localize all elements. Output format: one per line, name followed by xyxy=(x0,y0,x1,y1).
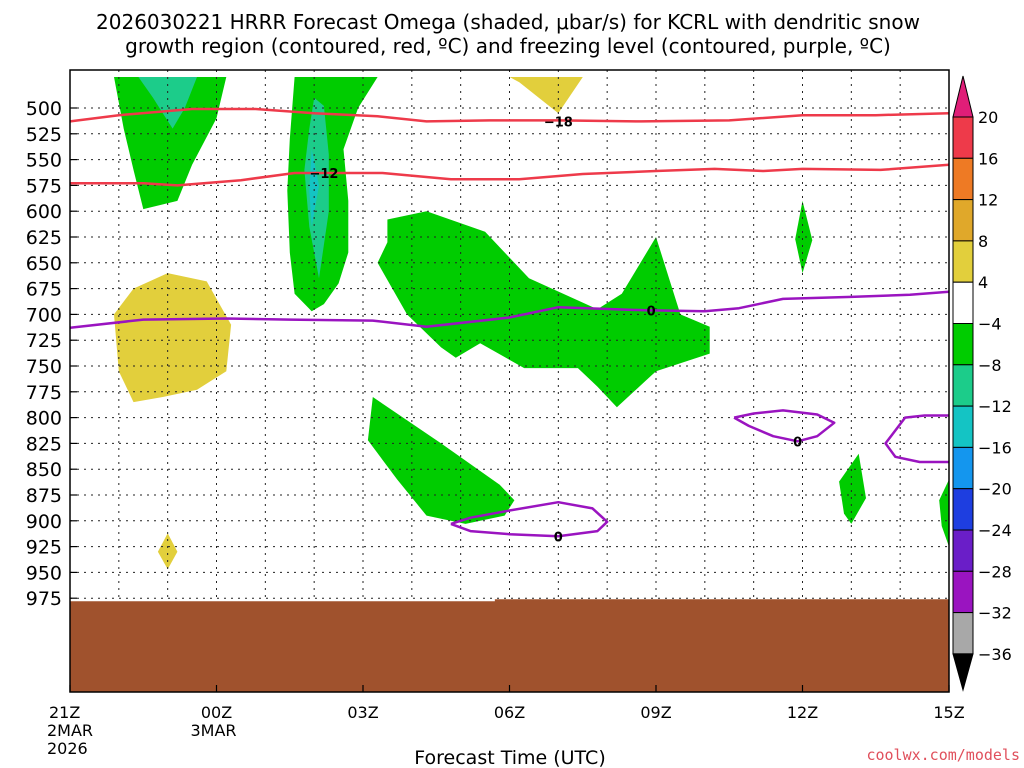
contour-label-freezing-level-800: 0 xyxy=(793,435,802,450)
shaded-region-cyan-column xyxy=(309,149,319,227)
y-tick-label-800: 800 xyxy=(26,408,62,430)
y-tick-label-600: 600 xyxy=(26,201,62,223)
contour-labels: −18 −12 0 0 0 xyxy=(309,115,802,545)
credit-text: coolwx.com/models xyxy=(866,746,1020,764)
y-tick-label-700: 700 xyxy=(26,304,62,326)
y-tick-label-925: 925 xyxy=(26,537,62,559)
y-tick-label-500: 500 xyxy=(26,98,62,120)
colorbar-band-10 xyxy=(952,529,974,572)
shaded-region-yellow-left xyxy=(114,273,232,403)
y-tick-label-525: 525 xyxy=(26,124,62,146)
contour-freezing-level-900 xyxy=(450,500,609,538)
colorbar-label-2: 12 xyxy=(978,191,998,210)
shaded-region-green-small-c xyxy=(939,479,949,547)
contour-label-dgz-minus-12: −12 xyxy=(309,167,338,182)
shaded-region-yellow-small xyxy=(157,533,178,570)
colorbar-label-0: 20 xyxy=(978,108,998,127)
colorbar: 20 16 12 8 4 −4 −8 −12 −16 −20 −24 −28 −32 −36 xyxy=(952,75,1012,692)
contour-label-dgz-minus-18: −18 xyxy=(544,115,573,130)
colorbar-label-1: 16 xyxy=(978,149,998,168)
colorbar-band-9 xyxy=(952,488,974,531)
y-tick-label-650: 650 xyxy=(26,253,62,275)
colorbar-label-9: −20 xyxy=(978,480,1012,499)
colorbar-band-8 xyxy=(952,446,974,490)
y-tick-label-875: 875 xyxy=(26,485,62,507)
contour-freezing-level-800 xyxy=(733,409,836,443)
y-tick-label-750: 750 xyxy=(26,356,62,378)
shaded-region-yellow-top xyxy=(509,77,583,114)
y-tick-label-850: 850 xyxy=(26,459,62,481)
y-tick-label-975: 975 xyxy=(26,588,62,610)
x-tick-label-2: 03Z xyxy=(347,703,378,722)
temperature-contours xyxy=(70,107,949,538)
surface-layer xyxy=(70,599,949,692)
shaded-region-green-small-b xyxy=(839,453,866,524)
y-tick-label-775: 775 xyxy=(26,382,62,404)
contour-dgz-minus-18 xyxy=(70,107,949,123)
y-tick-label-550: 550 xyxy=(26,150,62,172)
surface-ground xyxy=(70,599,949,692)
colorbar-label-6: −8 xyxy=(978,356,1002,375)
x-tick-label-3: 06Z xyxy=(494,703,525,722)
chart-title-line2: growth region (contoured, red, ºC) and f… xyxy=(125,34,891,58)
y-tick-label-675: 675 xyxy=(26,279,62,301)
shaded-region-green-small-a xyxy=(795,200,813,274)
grid-lines xyxy=(70,70,949,692)
colorbar-band-5 xyxy=(952,323,974,366)
colorbar-label-11: −28 xyxy=(978,562,1012,581)
shaded-region-teal-wedge-a xyxy=(138,77,197,129)
y-tick-label-725: 725 xyxy=(26,330,62,352)
x-tick-sub1-1: 3MAR xyxy=(191,721,237,740)
y-tick-label-825: 825 xyxy=(26,433,62,455)
x-axis-label: Forecast Time (UTC) xyxy=(414,747,605,768)
contour-freezing-level-700 xyxy=(70,290,949,330)
y-tick-label-950: 950 xyxy=(26,562,62,584)
colorbar-label-8: −16 xyxy=(978,438,1012,457)
colorbar-band-12 xyxy=(952,612,974,655)
x-tick-label-0: 21Z xyxy=(49,703,80,722)
x-tick-sub2-0: 2026 xyxy=(47,739,88,758)
x-tick-label-1: 00Z xyxy=(201,703,232,722)
y-tick-label-625: 625 xyxy=(26,227,62,249)
y-tick-label-575: 575 xyxy=(26,175,62,197)
contour-label-freezing-level-700: 0 xyxy=(647,304,656,319)
colorbar-label-7: −12 xyxy=(978,397,1012,416)
colorbar-band-7 xyxy=(952,405,974,448)
y-tick-label-900: 900 xyxy=(26,511,62,533)
colorbar-bottom-arrow xyxy=(952,653,974,692)
y-axis-ticks: 500 525 550 575 600 625 650 675 700 725 750 775 800 8… xyxy=(26,98,77,610)
chart-title-line1: 2026030221 HRRR Forecast Omega (shaded, … xyxy=(96,10,920,34)
x-tick-label-6: 15Z xyxy=(933,703,964,722)
contour-dgz-minus-12 xyxy=(70,163,949,187)
x-tick-label-4: 09Z xyxy=(640,703,671,722)
colorbar-band-0 xyxy=(952,116,974,159)
colorbar-band-4 xyxy=(952,281,974,325)
colorbar-band-6 xyxy=(952,364,974,407)
x-tick-sub1-0: 2MAR xyxy=(47,721,93,740)
shaded-region-green-low-a xyxy=(367,397,515,524)
colorbar-label-12: −32 xyxy=(978,604,1012,623)
colorbar-band-1 xyxy=(952,157,974,201)
colorbar-label-13: −36 xyxy=(978,645,1012,664)
colorbar-band-3 xyxy=(952,240,974,283)
colorbar-label-3: 8 xyxy=(978,232,988,251)
colorbar-label-4: 4 xyxy=(978,273,988,292)
contour-freezing-level-right xyxy=(884,414,949,464)
colorbar-label-10: −24 xyxy=(978,521,1012,540)
colorbar-band-11 xyxy=(952,570,974,614)
colorbar-band-2 xyxy=(952,199,974,242)
x-tick-label-5: 12Z xyxy=(787,703,818,722)
contour-label-freezing-level-900: 0 xyxy=(554,530,563,545)
colorbar-label-5: −4 xyxy=(978,315,1002,334)
